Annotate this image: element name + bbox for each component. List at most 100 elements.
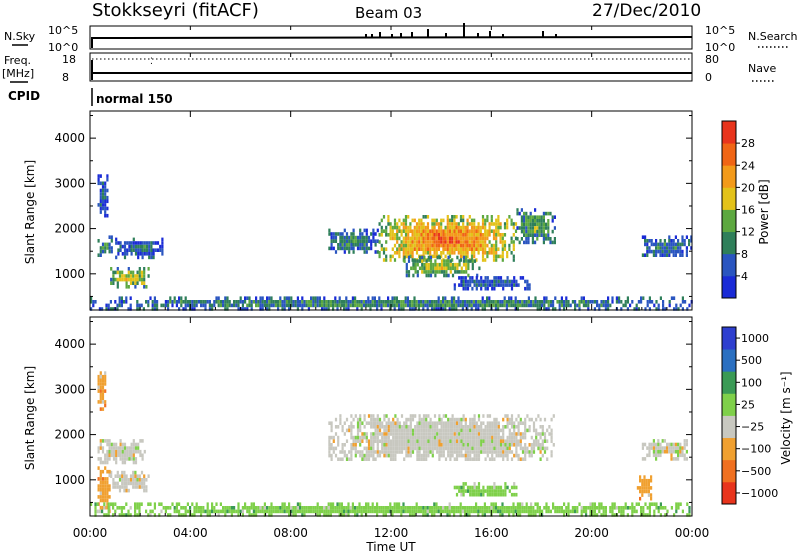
heatmap-cell (296, 296, 299, 300)
heatmap-cell (398, 446, 401, 451)
heatmap-cell (457, 236, 460, 241)
heatmap-cell (647, 478, 650, 483)
heatmap-cell (121, 277, 124, 282)
heatmap-cell (473, 414, 476, 418)
heatmap-cell (241, 300, 244, 304)
heatmap-cell (473, 453, 476, 458)
heatmap-cell (244, 296, 247, 300)
heatmap-cell (611, 509, 614, 514)
heatmap-cell (252, 502, 255, 506)
heatmap-cell (125, 502, 128, 506)
heatmap-cell (532, 443, 536, 447)
heatmap-cell (339, 235, 342, 240)
heatmap-cell (130, 248, 133, 252)
heatmap-cell (143, 241, 146, 245)
heatmap-cell (378, 421, 382, 425)
heatmap-cell (101, 389, 105, 393)
heatmap-cell (389, 506, 392, 510)
heatmap-cell (123, 485, 126, 489)
heatmap-cell (334, 432, 338, 436)
heatmap-cell (666, 509, 669, 514)
heatmap-cell (141, 457, 144, 461)
heatmap-cell (416, 421, 419, 425)
heatmap-cell (521, 435, 525, 440)
heatmap-cell (484, 251, 487, 255)
heatmap-cell (402, 222, 405, 226)
heatmap-cell (532, 425, 536, 429)
heatmap-cell (525, 229, 528, 234)
heatmap-cell (527, 219, 530, 223)
heatmap-cell (413, 303, 416, 308)
heatmap-cell (378, 417, 382, 422)
heatmap-cell (255, 300, 258, 304)
heatmap-cell (457, 296, 460, 300)
heatmap-cell (121, 460, 124, 465)
heatmap-cell (477, 432, 481, 436)
heatmap-cell (409, 453, 412, 458)
heatmap-cell (429, 446, 432, 451)
heatmap-cell (508, 296, 511, 300)
heatmap-cell (411, 218, 414, 223)
heatmap-cell (444, 414, 448, 418)
heatmap-cell (477, 251, 480, 255)
heatmap-cell (670, 239, 673, 243)
heatmap-cell (248, 303, 251, 308)
heatmap-cell (451, 233, 454, 237)
heatmap-cell (471, 279, 474, 284)
heatmap-cell (524, 286, 527, 291)
heatmap-cell (506, 276, 509, 280)
heatmap-cell (429, 266, 433, 271)
heatmap-cell (110, 446, 113, 450)
heatmap-cell (112, 277, 115, 282)
heatmap-cell (624, 303, 627, 308)
heatmap-cell (402, 236, 405, 241)
heatmap-cell (438, 450, 441, 454)
heatmap-cell (329, 506, 332, 510)
heatmap-cell (134, 506, 137, 510)
heatmap-cell (451, 435, 454, 440)
heatmap-cell (255, 303, 258, 308)
heatmap-cell (123, 457, 127, 461)
heatmap-cell (345, 235, 349, 240)
heatmap-cell (486, 251, 489, 255)
heatmap-cell (261, 506, 264, 510)
heatmap-cell (384, 509, 387, 514)
heatmap-cell (348, 250, 351, 254)
heatmap-cell (294, 300, 297, 304)
heatmap-cell (409, 236, 412, 241)
heatmap-cell (468, 215, 471, 219)
heatmap-cell (467, 262, 470, 267)
heatmap-cell (437, 240, 441, 244)
heatmap-cell (125, 474, 128, 478)
heatmap-cell (126, 252, 129, 256)
heatmap-cell (607, 307, 610, 311)
heatmap-cell (433, 509, 436, 514)
heatmap-cell (650, 442, 653, 447)
heatmap-cell (104, 371, 107, 375)
heatmap-cell (354, 300, 357, 304)
heatmap-cell (550, 453, 553, 458)
heatmap-cell (429, 270, 433, 274)
heatmap-cell (106, 246, 109, 250)
heatmap-cell (642, 506, 645, 510)
heatmap-cell (409, 506, 412, 510)
heatmap-cell (189, 506, 192, 510)
heatmap-cell (389, 425, 393, 429)
heatmap-cell (515, 435, 518, 440)
heatmap-cell (508, 421, 511, 425)
heatmap-cell (501, 243, 504, 248)
heatmap-cell (464, 489, 467, 493)
heatmap-cell (239, 300, 242, 304)
heatmap-cell (239, 296, 242, 300)
heatmap-cell (643, 486, 646, 490)
heatmap-cell (659, 442, 662, 447)
heatmap-cell (520, 226, 523, 230)
heatmap-cell (363, 228, 366, 233)
heatmap-cell (527, 233, 530, 237)
heatmap-cell (420, 432, 423, 436)
heatmap-cell (184, 513, 187, 517)
heatmap-cell (312, 303, 315, 308)
heatmap-cell (438, 428, 441, 433)
heatmap-cell (97, 400, 100, 404)
heatmap-cell (123, 248, 127, 252)
